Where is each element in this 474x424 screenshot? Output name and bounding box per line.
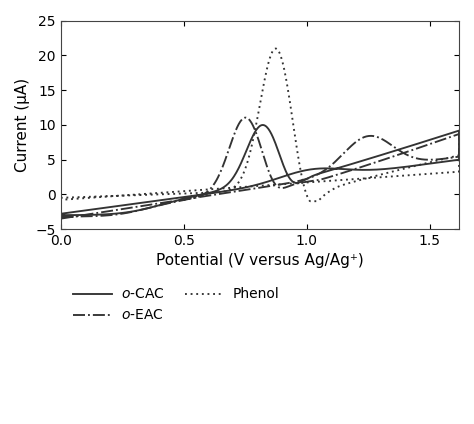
$o$-EAC [381,157,387,162]
$o$-EAC [233,189,238,194]
Phenol [410,164,416,169]
Phenol [273,46,278,51]
Line: $o$-EAC: $o$-EAC [61,117,459,219]
$o$-CAC [410,143,416,148]
Phenol [139,192,145,198]
$o$-EAC [219,191,224,196]
$o$-CAC [219,189,224,194]
$o$-CAC [381,152,387,157]
$o$-EAC [139,207,145,212]
Phenol [218,186,223,191]
$o$-CAC [58,212,64,218]
X-axis label: Potential (V versus Ag/Ag⁺): Potential (V versus Ag/Ag⁺) [156,254,364,268]
$o$-EAC [242,115,248,120]
$o$-CAC [58,211,64,216]
$o$-CAC [307,167,313,172]
$o$-EAC [58,214,64,219]
$o$-EAC [307,175,313,180]
Line: $o$-CAC: $o$-CAC [61,125,459,215]
Legend: $o$-CAC, $o$-EAC, Phenol: $o$-CAC, $o$-EAC, Phenol [68,282,284,328]
$o$-CAC [233,187,238,192]
$o$-EAC [410,148,416,153]
$o$-CAC [260,123,265,128]
Phenol [58,195,64,200]
Line: Phenol: Phenol [61,49,459,201]
Y-axis label: Current (μA): Current (μA) [15,78,30,172]
Phenol [232,185,237,190]
Phenol [308,199,313,204]
$o$-EAC [58,216,64,221]
Phenol [306,180,312,185]
$o$-CAC [139,207,145,212]
Phenol [382,171,388,176]
Phenol [58,197,64,202]
